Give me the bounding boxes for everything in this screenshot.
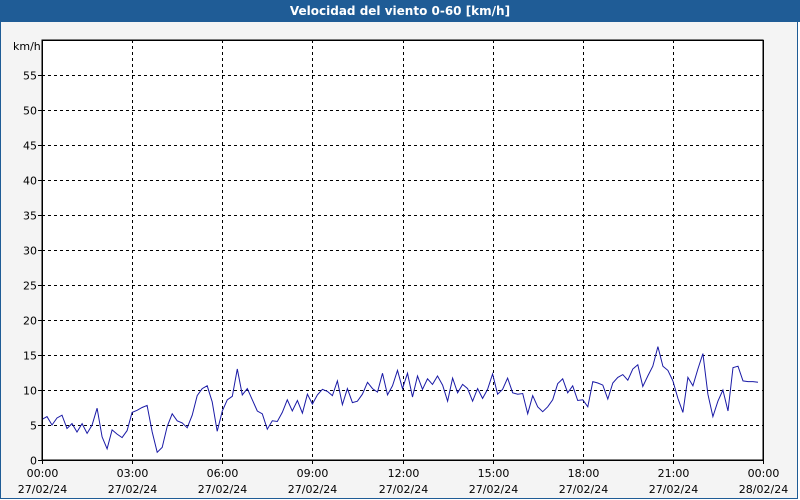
x-tick-time-label: 15:00 [478, 467, 510, 480]
x-tick-time-label: 06:00 [207, 467, 239, 480]
x-tick-time-label: 09:00 [297, 467, 329, 480]
x-tick-time-label: 21:00 [658, 467, 690, 480]
x-tick-date-label: 27/02/24 [288, 483, 337, 496]
chart-title-bar: Velocidad del viento 0-60 [km/h] [0, 0, 800, 22]
y-axis-unit-label: km/h [13, 40, 41, 53]
x-tick-date-label: 28/02/24 [739, 483, 788, 496]
y-tick-label: 35 [23, 210, 37, 223]
x-tick-date-label: 27/02/24 [198, 483, 247, 496]
x-tick-time-label: 12:00 [388, 467, 420, 480]
x-tick-date-label: 27/02/24 [469, 483, 518, 496]
y-tick-label: 45 [23, 140, 37, 153]
plot-border [42, 40, 764, 461]
y-tick-label: 5 [30, 420, 37, 433]
wind-speed-series-line [41, 346, 759, 454]
x-tick-date-label: 27/02/24 [108, 483, 157, 496]
y-tick-label: 30 [23, 245, 37, 258]
y-tick-label: 55 [23, 70, 37, 83]
x-tick-time-label: 00:00 [27, 467, 59, 480]
y-tick-label: 20 [23, 315, 37, 328]
x-tick-time-label: 03:00 [117, 467, 149, 480]
x-tick-date-label: 27/02/24 [649, 483, 698, 496]
chart-frame: 0 5 10 15 20 25 30 35 40 45 50 55 km/h 00:00 27/02/24 0… [0, 22, 798, 499]
y-tick-label: 40 [23, 175, 37, 188]
y-tick-label: 15 [23, 350, 37, 363]
chart-title: Velocidad del viento 0-60 [km/h] [289, 4, 511, 18]
y-tick-label: 50 [23, 105, 37, 118]
wind-speed-chart: 0 5 10 15 20 25 30 35 40 45 50 55 km/h 00:00 27/02/24 0… [13, 39, 788, 496]
x-tick-date-label: 27/02/24 [18, 483, 67, 496]
y-tick-label: 0 [30, 455, 37, 468]
x-tick-date-label: 27/02/24 [559, 483, 608, 496]
x-tick-time-label: 18:00 [568, 467, 600, 480]
y-tick-label: 25 [23, 280, 37, 293]
x-tick-time-label: 00:00 [748, 467, 780, 480]
y-tick-label: 10 [23, 385, 37, 398]
x-tick-date-label: 27/02/24 [379, 483, 428, 496]
